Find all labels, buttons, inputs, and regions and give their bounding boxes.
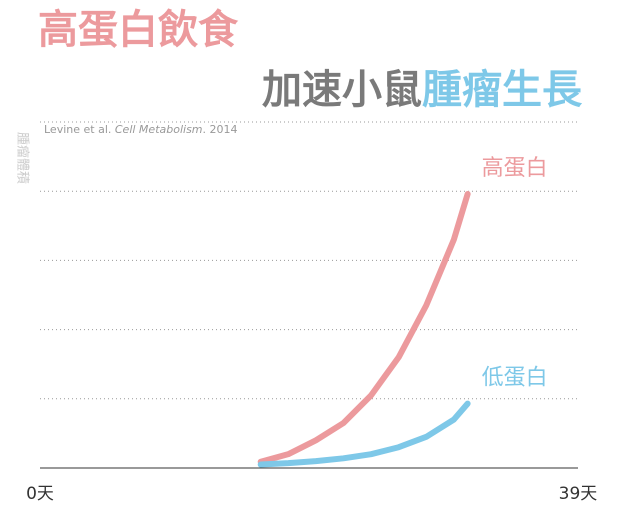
source-journal: Cell Metabolism [115,123,203,136]
source-authors: Levine et al. [44,123,115,136]
subtitle-part: 加速小鼠 [262,67,422,113]
chart-title: 高蛋白飲食 [38,7,239,53]
series-label: 低蛋白 [482,366,548,391]
x-tick-label: 39天 [559,484,598,504]
series-label: 高蛋白 [482,156,548,181]
y-axis-label: 腫瘤體積 [15,132,31,184]
series-line [257,190,471,465]
source: Levine et al. Cell Metabolism. 2014 [44,123,238,136]
series-line [257,400,471,468]
subtitle-part: 腫瘤生長 [422,67,583,113]
source-year: . 2014 [203,123,238,136]
x-tick-label: 0天 [26,484,54,504]
chart-subtitle: 加速小鼠腫瘤生長 [262,67,583,113]
